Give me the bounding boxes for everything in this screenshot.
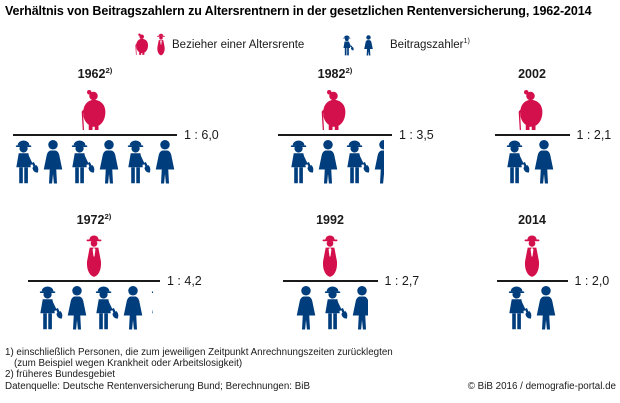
ratio-divider-line (494, 134, 570, 136)
ratio-divider-line (278, 134, 392, 136)
contributor-row (35, 284, 153, 332)
pensioner-pictogram (317, 89, 353, 134)
panel-year: 2002 (518, 67, 546, 81)
contributor-pictogram (91, 284, 119, 332)
worker-man-icon (35, 284, 63, 332)
footnote-ref-2: 2) (104, 211, 112, 221)
footnote-1-line2: (zum Beispiel wegen Krankheit oder Arbei… (14, 358, 243, 369)
contributor-pictogram (504, 284, 532, 332)
woman-icon (530, 138, 558, 186)
contributor-row (292, 284, 368, 332)
footnote-ref-1: 1) (463, 37, 470, 46)
contributor-pictogram (119, 284, 147, 332)
ratio-label: 1 : 2,7 (384, 274, 420, 288)
panel-year: 1992 (316, 213, 344, 227)
contributor-pictogram-partial (348, 284, 368, 332)
worker-man-icon (147, 284, 153, 332)
contributor-row (504, 284, 560, 332)
worker-man-icon (11, 138, 39, 186)
contributor-pictogram-partial (558, 138, 561, 186)
contributor-row (286, 138, 384, 186)
contributor-pictogram (35, 284, 63, 332)
contributor-pictogram (320, 284, 348, 332)
woman-icon (314, 138, 342, 186)
pensioner-pictogram (519, 234, 545, 280)
panel-year: 2014 (518, 213, 546, 227)
contributor-pictogram (11, 138, 39, 186)
footnote-1-line1: 1) einschließlich Personen, die zum jewe… (5, 347, 393, 358)
footnote-ref-2: 2) (345, 65, 353, 75)
worker-man-icon (123, 138, 151, 186)
woman-icon (292, 284, 320, 332)
worker-man-icon (341, 34, 354, 57)
contributor-pictogram-partial (370, 138, 384, 186)
data-source: Datenquelle: Deutsche Rentenversicherung… (5, 381, 310, 392)
panel-year: 19722) (76, 211, 112, 227)
contributor-pictogram (530, 138, 558, 186)
ratio-divider-line (496, 280, 568, 282)
ratio-label: 1 : 6,0 (184, 128, 219, 142)
worker-man-icon (502, 138, 530, 186)
copyright: © BiB 2016 / demografie-portal.de (467, 381, 616, 392)
contributor-pictogram (286, 138, 314, 186)
pensioner-pictogram (514, 89, 550, 134)
contributor-pictogram (314, 138, 342, 186)
ratio-label: 1 : 4,2 (167, 274, 202, 288)
contributor-pictogram (502, 138, 530, 186)
ratio-divider-line (282, 280, 378, 282)
worker-man-icon (320, 284, 348, 332)
woman-icon (63, 284, 91, 332)
contributor-pictogram (151, 138, 179, 186)
contributor-pictogram (67, 138, 95, 186)
pensioner-pictogram (317, 234, 343, 280)
contributor-pictogram (39, 138, 67, 186)
chart-title: Verhältnis von Beitragszahlern zu Alters… (5, 4, 592, 18)
worker-man-icon (91, 284, 119, 332)
worker-man-icon (558, 138, 561, 186)
contributor-pictogram (123, 138, 151, 186)
pensioners-legend-label: Bezieher einer Altersrente (172, 39, 305, 51)
contributor-pictogram (95, 138, 123, 186)
contributor-row (11, 138, 179, 186)
woman-icon (362, 34, 375, 57)
contributor-pictogram (342, 138, 370, 186)
contributor-pictogram (63, 284, 91, 332)
ratio-divider-line (28, 280, 160, 282)
ratio-divider-line (13, 134, 177, 136)
contributor-pictogram (292, 284, 320, 332)
contributor-pictogram-partial (147, 284, 153, 332)
elderly-man-icon (154, 33, 168, 57)
woman-icon (95, 138, 123, 186)
woman-icon (532, 284, 560, 332)
elderly-woman-icon (133, 33, 152, 57)
woman-icon (151, 138, 179, 186)
panel-year: 19822) (317, 65, 353, 81)
pensioner-pictogram (81, 234, 107, 280)
woman-icon (119, 284, 147, 332)
worker-man-icon (342, 138, 370, 186)
woman-icon (370, 138, 384, 186)
ratio-label: 1 : 2,1 (576, 128, 612, 142)
contributor-row (502, 138, 561, 186)
pensioner-pictogram (77, 89, 113, 134)
footnote-2: 2) früheres Bundesgebiet (5, 369, 116, 380)
worker-man-icon (286, 138, 314, 186)
footnote-ref-2: 2) (105, 65, 113, 75)
worker-man-icon (67, 138, 95, 186)
woman-icon (348, 284, 368, 332)
footnotes: 1) einschließlich Personen, die zum jewe… (5, 347, 393, 380)
ratio-label: 1 : 2,0 (574, 274, 610, 288)
woman-icon (39, 138, 67, 186)
contributors-legend-label: Beitragszahler1) (390, 37, 470, 51)
ratio-label: 1 : 3,5 (399, 128, 434, 142)
panel-year: 19622) (77, 65, 113, 81)
worker-man-icon (504, 284, 532, 332)
contributor-pictogram (532, 284, 560, 332)
